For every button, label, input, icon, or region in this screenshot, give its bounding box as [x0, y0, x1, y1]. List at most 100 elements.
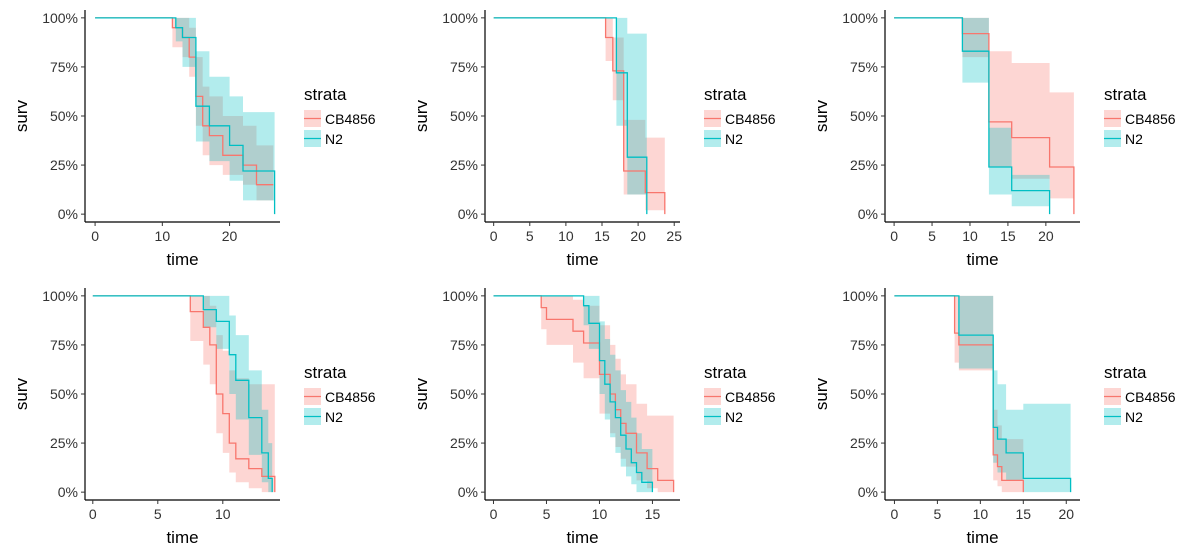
y-tick-label: 0%: [58, 206, 78, 222]
survival-curve-n2: [493, 17, 648, 215]
legend-title: strata: [704, 85, 747, 104]
y-tick-label: 50%: [450, 386, 478, 402]
y-tick-label: 0%: [858, 206, 878, 222]
legend-item-cb4856: CB4856: [1104, 110, 1176, 127]
x-tick-label: 0: [490, 228, 498, 244]
y-axis-title: surv: [412, 377, 431, 410]
x-axis-title: time: [966, 528, 998, 547]
y-tick-label: 25%: [850, 435, 878, 451]
x-tick-label: 20: [1038, 228, 1054, 244]
legend-title: strata: [304, 363, 347, 382]
y-tick-label: 25%: [850, 157, 878, 173]
survival-curve-cb4856: [493, 295, 675, 493]
legend: strata CB4856 N2: [704, 363, 776, 425]
x-tick-label: 15: [645, 506, 661, 522]
legend: strata CB4856 N2: [304, 363, 376, 425]
legend-item-cb4856: CB4856: [1104, 388, 1176, 405]
survival-curve-cb4856: [493, 17, 666, 215]
legend-label: CB4856: [1125, 111, 1176, 127]
legend-item-cb4856: CB4856: [304, 110, 376, 127]
legend: strata CB4856 N2: [1104, 85, 1176, 147]
x-axis-title: time: [166, 250, 198, 269]
y-axis-title: surv: [12, 99, 31, 132]
y-axis-title: surv: [12, 377, 31, 410]
ci-band-cb4856: [493, 295, 674, 493]
survival-curve-n2: [894, 17, 1051, 215]
legend-label: N2: [325, 409, 343, 425]
y-tick-label: 0%: [858, 484, 878, 500]
legend-item-n2: N2: [1104, 130, 1143, 147]
legend-title: strata: [1104, 85, 1147, 104]
legend-title: strata: [1104, 363, 1147, 382]
plot-area: [894, 295, 1072, 493]
plot-area: [92, 295, 276, 493]
survival-curve-cb4856: [894, 295, 1024, 493]
legend-item-cb4856: CB4856: [304, 388, 376, 405]
y-tick-label: 75%: [450, 59, 478, 75]
y-tick-label: 75%: [850, 337, 878, 353]
x-tick-label: 20: [1058, 506, 1074, 522]
y-tick-label: 25%: [450, 435, 478, 451]
x-tick-label: 20: [222, 228, 238, 244]
x-tick-label: 10: [215, 506, 231, 522]
y-tick-label: 25%: [50, 157, 78, 173]
x-axis-title: time: [566, 250, 598, 269]
survival-curve-n2: [92, 295, 273, 493]
legend: strata CB4856 N2: [304, 85, 376, 147]
legend-label: N2: [1125, 131, 1143, 147]
ci-band-n2: [894, 295, 1071, 493]
x-tick-label: 0: [891, 506, 899, 522]
y-tick-label: 50%: [850, 108, 878, 124]
legend-label: N2: [725, 409, 743, 425]
survival-panel-3: 0% 25% 50% 75% 100% 0 5 10 15 20 time surv strata CB4…: [812, 10, 1176, 269]
y-tick-label: 0%: [58, 484, 78, 500]
x-tick-label: 10: [558, 228, 574, 244]
plot-area: [493, 17, 666, 215]
y-tick-label: 100%: [42, 10, 78, 26]
legend-label: N2: [1125, 409, 1143, 425]
y-tick-label: 50%: [850, 386, 878, 402]
x-tick-label: 10: [592, 506, 608, 522]
legend-item-n2: N2: [304, 130, 343, 147]
survival-panel-4: 0% 25% 50% 75% 100% 0 5 10 time surv strata CB4856 N…: [12, 288, 376, 547]
legend-item-cb4856: CB4856: [704, 110, 776, 127]
ci-band-n2: [493, 17, 647, 215]
y-tick-label: 0%: [458, 206, 478, 222]
y-tick-label: 100%: [42, 288, 78, 304]
survival-panel-5: 0% 25% 50% 75% 100% 0 5 10 15 time surv strata CB485…: [412, 288, 776, 547]
x-tick-label: 10: [962, 228, 978, 244]
x-tick-label: 10: [155, 228, 171, 244]
legend-label: CB4856: [725, 111, 776, 127]
legend-item-n2: N2: [304, 408, 343, 425]
legend-label: CB4856: [725, 389, 776, 405]
x-tick-label: 15: [1000, 228, 1016, 244]
x-tick-label: 0: [89, 506, 97, 522]
legend-label: CB4856: [1125, 389, 1176, 405]
plot-area: [894, 17, 1075, 215]
legend-title: strata: [704, 363, 747, 382]
y-tick-label: 50%: [50, 108, 78, 124]
survival-curve-cb4856: [92, 295, 276, 493]
y-tick-label: 75%: [850, 59, 878, 75]
plot-area: [95, 17, 276, 215]
y-axis-title: surv: [812, 99, 831, 132]
x-axis-title: time: [966, 250, 998, 269]
legend-label: CB4856: [325, 389, 376, 405]
y-tick-label: 75%: [50, 337, 78, 353]
legend-item-n2: N2: [1104, 408, 1143, 425]
legend-item-n2: N2: [704, 130, 743, 147]
x-tick-label: 15: [594, 228, 610, 244]
x-tick-label: 0: [91, 228, 99, 244]
y-tick-label: 100%: [842, 10, 878, 26]
ci-band-n2: [92, 295, 273, 493]
ci-band-n2: [95, 17, 275, 215]
survival-panel-1: 0% 25% 50% 75% 100% 0 10 20 time surv strata CB4856…: [12, 10, 376, 269]
y-tick-label: 50%: [450, 108, 478, 124]
legend-label: N2: [325, 131, 343, 147]
y-tick-label: 25%: [50, 435, 78, 451]
survival-panel-6: 0% 25% 50% 75% 100% 0 5 10 15 20 time surv strata CB4…: [812, 288, 1176, 547]
x-tick-label: 5: [154, 506, 162, 522]
y-tick-label: 75%: [450, 337, 478, 353]
plot-area: [493, 295, 675, 493]
legend: strata CB4856 N2: [704, 85, 776, 147]
